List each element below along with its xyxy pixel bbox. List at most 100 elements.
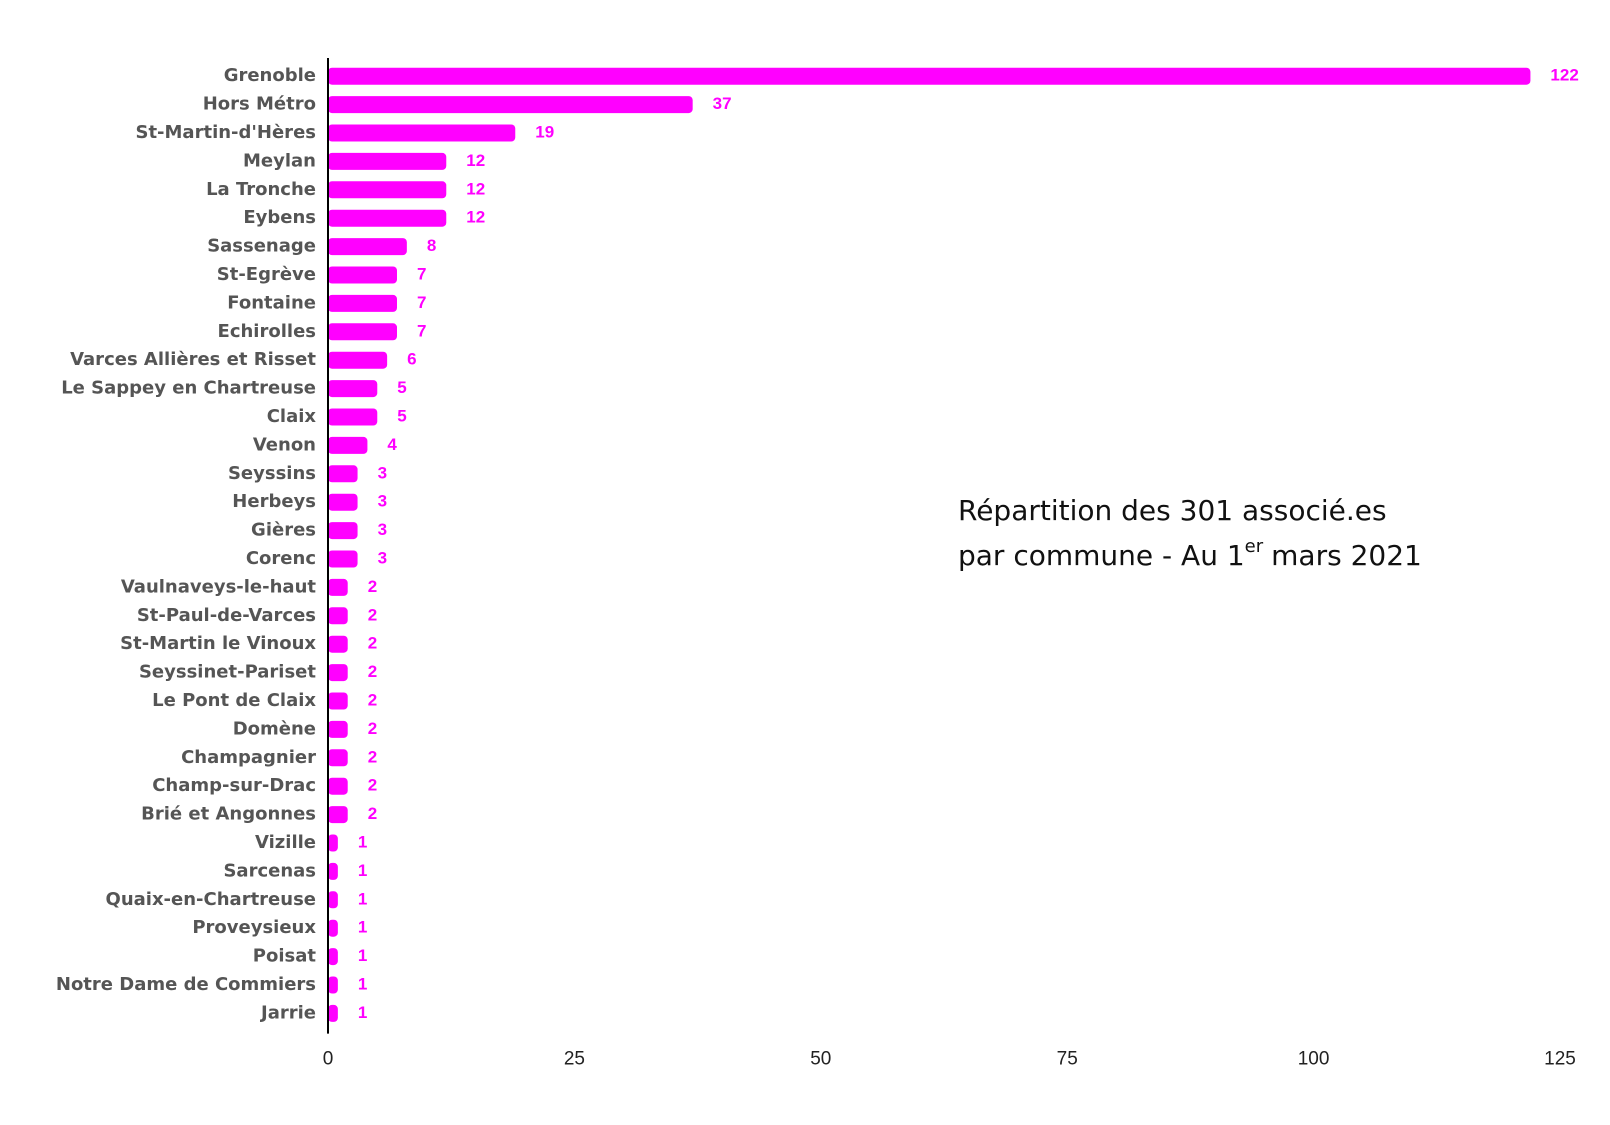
value-label: 3	[378, 520, 387, 539]
bar	[328, 720, 348, 738]
value-label: 3	[378, 548, 387, 567]
value-label: 12	[466, 208, 485, 227]
value-label: 2	[368, 747, 377, 766]
bar	[328, 607, 348, 625]
value-label: 12	[466, 151, 485, 170]
x-tick-label: 50	[810, 1049, 831, 1070]
value-label: 2	[368, 690, 377, 709]
value-label: 6	[407, 350, 416, 369]
value-label: 1	[358, 861, 367, 880]
bar	[328, 294, 397, 312]
value-label: 2	[368, 577, 377, 596]
y-tick-label: Champagnier	[181, 747, 316, 768]
value-label: 1	[358, 832, 367, 851]
value-label: 3	[378, 492, 387, 511]
y-tick-label: Proveysieux	[192, 917, 316, 938]
value-label: 2	[368, 776, 377, 795]
y-tick-label: Champ-sur-Drac	[152, 775, 316, 796]
y-tick-label: St-Martin le Vinoux	[120, 633, 316, 654]
bar	[328, 578, 348, 596]
y-tick-label: Fontaine	[227, 292, 316, 313]
x-tick-label: 0	[323, 1049, 334, 1070]
y-tick-label: Seyssins	[228, 463, 316, 484]
value-label: 37	[713, 94, 732, 113]
y-tick-label: Echirolles	[218, 321, 316, 342]
y-tick-label: Vaulnaveys-le-haut	[121, 576, 317, 597]
value-label: 7	[417, 264, 426, 283]
y-tick-label: Grenoble	[224, 65, 316, 86]
x-tick-label: 125	[1544, 1049, 1576, 1070]
value-label: 7	[417, 321, 426, 340]
value-label: 1	[358, 918, 367, 937]
bar	[328, 635, 348, 653]
value-label: 19	[535, 122, 554, 141]
bar	[328, 465, 358, 483]
y-tick-label: Notre Dame de Commiers	[56, 974, 316, 995]
bar	[328, 181, 447, 199]
y-tick-label: Poisat	[253, 946, 317, 967]
y-tick-label: La Tronche	[206, 179, 316, 200]
title-part: par commune - Au 1	[958, 539, 1245, 572]
y-tick-label: Herbeys	[232, 491, 316, 512]
value-label: 12	[466, 179, 485, 198]
value-label: 2	[368, 719, 377, 738]
y-tick-label: Vizille	[255, 832, 316, 853]
y-tick-label: Domène	[233, 718, 316, 739]
y-tick-label: Seyssinet-Pariset	[139, 662, 316, 683]
bar	[328, 664, 348, 682]
value-label: 122	[1550, 66, 1578, 85]
y-tick-label: St-Paul-de-Varces	[137, 605, 316, 626]
y-tick-label: Varces Allières et Risset	[70, 349, 316, 370]
value-label: 1	[358, 889, 367, 908]
y-tick-label: Le Pont de Claix	[152, 690, 316, 711]
y-tick-label: Jarrie	[259, 1002, 316, 1023]
bar	[328, 806, 348, 824]
value-label: 2	[368, 605, 377, 624]
value-label: 4	[387, 435, 397, 454]
bar	[328, 67, 1531, 85]
bar	[328, 976, 338, 994]
bar	[328, 692, 348, 710]
bar	[328, 891, 338, 909]
value-label: 1	[358, 946, 367, 965]
bar	[328, 777, 348, 795]
bar	[328, 862, 338, 880]
y-tick-label: Hors Métro	[203, 94, 316, 115]
bar	[328, 749, 348, 767]
value-label: 5	[397, 406, 406, 425]
value-label: 2	[368, 804, 377, 823]
value-label: 1	[358, 1003, 367, 1022]
value-label: 8	[427, 236, 436, 255]
y-tick-label: Le Sappey en Chartreuse	[61, 378, 316, 399]
y-tick-label: Corenc	[246, 548, 316, 569]
bar	[328, 266, 397, 284]
x-tick-label: 25	[564, 1049, 585, 1070]
y-tick-label: Meylan	[243, 150, 316, 171]
y-tick-label: St-Martin-d'Hères	[135, 122, 316, 143]
y-tick-label: Sassenage	[207, 236, 316, 257]
x-tick-label: 75	[1057, 1049, 1078, 1070]
bar	[328, 351, 388, 369]
chart-title-line1: Répartition des 301 associé.es	[958, 494, 1387, 527]
y-tick-label: Quaix-en-Chartreuse	[106, 889, 316, 910]
y-tick-label: Brié et Angonnes	[141, 804, 316, 825]
bar	[328, 408, 378, 426]
chart-title-line2: par commune - Au 1er mars 2021	[958, 536, 1422, 572]
bar	[328, 522, 358, 540]
bar	[328, 493, 358, 511]
y-tick-label: Sarcenas	[223, 860, 316, 881]
y-tick-label: St-Egrève	[217, 264, 316, 285]
y-tick-label: Claix	[267, 406, 317, 427]
value-label: 2	[368, 634, 377, 653]
bar	[328, 323, 397, 341]
bar	[328, 1004, 338, 1022]
x-tick-label: 100	[1298, 1049, 1330, 1070]
y-tick-label: Eybens	[243, 207, 316, 228]
bar	[328, 834, 338, 852]
value-label: 7	[417, 293, 426, 312]
value-label: 1	[358, 974, 367, 993]
bar	[328, 919, 338, 937]
bar	[328, 209, 447, 227]
bar	[328, 96, 693, 114]
